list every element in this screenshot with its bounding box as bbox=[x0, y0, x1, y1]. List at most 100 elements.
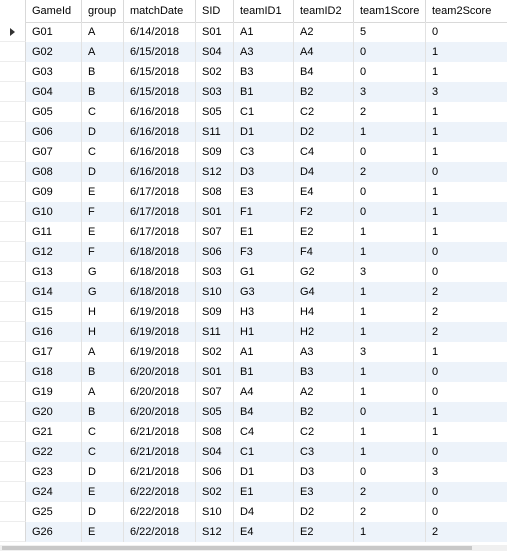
cell-teamid1[interactable]: B4 bbox=[234, 402, 294, 422]
cell-teamid1[interactable]: G3 bbox=[234, 282, 294, 302]
row-header[interactable] bbox=[0, 62, 26, 82]
cell-team2score[interactable]: 0 bbox=[432, 366, 439, 378]
cell-teamid2[interactable]: C3 bbox=[294, 442, 354, 462]
cell-team1score[interactable]: 0 bbox=[354, 42, 426, 62]
cell-matchdate[interactable]: 6/14/2018 bbox=[124, 22, 196, 42]
table-row[interactable]: G10 F 6/17/2018 S01 F1 F2 0 1 bbox=[0, 202, 507, 222]
cell-gameid[interactable]: G13 bbox=[26, 262, 82, 282]
cell-team2score[interactable]: 0 bbox=[432, 506, 439, 518]
table-row[interactable]: G20 B 6/20/2018 S05 B4 B2 0 1 bbox=[0, 402, 507, 422]
cell-teamid2[interactable]: D3 bbox=[294, 462, 354, 482]
cell-group[interactable]: D bbox=[82, 162, 124, 182]
cell-group[interactable]: B bbox=[82, 62, 124, 82]
cell-matchdate[interactable]: 6/15/2018 bbox=[124, 62, 196, 82]
table-row[interactable]: G26 E 6/22/2018 S12 E4 E2 1 2 bbox=[0, 522, 507, 542]
cell-teamid1[interactable]: C1 bbox=[234, 102, 294, 122]
cell-teamid1[interactable]: H3 bbox=[234, 302, 294, 322]
row-header[interactable] bbox=[0, 122, 26, 142]
cell-team1score[interactable]: 2 bbox=[354, 502, 426, 522]
cell-team1score[interactable]: 1 bbox=[354, 242, 426, 262]
horizontal-scrollbar[interactable] bbox=[0, 545, 507, 551]
row-header[interactable] bbox=[0, 442, 26, 462]
cell-sid[interactable]: S02 bbox=[196, 482, 234, 502]
cell-teamid2[interactable]: B3 bbox=[294, 362, 354, 382]
cell-team1score[interactable]: 1 bbox=[354, 362, 426, 382]
table-row[interactable]: G23 D 6/21/2018 S06 D1 D3 0 3 bbox=[0, 462, 507, 482]
cell-gameid[interactable]: G15 bbox=[26, 302, 82, 322]
cell-matchdate[interactable]: 6/21/2018 bbox=[124, 422, 196, 442]
cell-matchdate[interactable]: 6/15/2018 bbox=[124, 82, 196, 102]
column-header-gameid[interactable]: GameId bbox=[26, 0, 82, 22]
cell-sid[interactable]: S06 bbox=[196, 242, 234, 262]
cell-team2score[interactable]: 0 bbox=[432, 386, 439, 398]
table-row[interactable]: G13 G 6/18/2018 S03 G1 G2 3 0 bbox=[0, 262, 507, 282]
column-header-teamid2[interactable]: teamID2 bbox=[294, 0, 354, 22]
cell-gameid[interactable]: G07 bbox=[26, 142, 82, 162]
cell-matchdate[interactable]: 6/16/2018 bbox=[124, 122, 196, 142]
cell-teamid2[interactable]: G4 bbox=[294, 282, 354, 302]
cell-matchdate[interactable]: 6/15/2018 bbox=[124, 42, 196, 62]
cell-team1score[interactable]: 1 bbox=[354, 322, 426, 342]
cell-matchdate[interactable]: 6/16/2018 bbox=[124, 162, 196, 182]
cell-gameid[interactable]: G11 bbox=[26, 222, 82, 242]
cell-teamid2[interactable]: C4 bbox=[294, 142, 354, 162]
cell-sid[interactable]: S02 bbox=[196, 342, 234, 362]
table-row[interactable]: G03 B 6/15/2018 S02 B3 B4 0 1 bbox=[0, 62, 507, 82]
cell-team2score[interactable]: 1 bbox=[432, 126, 439, 138]
cell-team1score[interactable]: 3 bbox=[354, 262, 426, 282]
cell-team1score[interactable]: 1 bbox=[354, 442, 426, 462]
cell-teamid2[interactable]: A3 bbox=[294, 342, 354, 362]
row-header[interactable] bbox=[0, 242, 26, 262]
scrollbar-thumb[interactable] bbox=[2, 546, 472, 550]
cell-teamid2[interactable]: F4 bbox=[294, 242, 354, 262]
cell-sid[interactable]: S03 bbox=[196, 262, 234, 282]
cell-teamid1[interactable]: D4 bbox=[234, 502, 294, 522]
cell-teamid1[interactable]: D1 bbox=[234, 122, 294, 142]
table-row[interactable]: G17 A 6/19/2018 S02 A1 A3 3 1 bbox=[0, 342, 507, 362]
cell-teamid1[interactable]: G1 bbox=[234, 262, 294, 282]
cell-team2score[interactable]: 2 bbox=[432, 326, 439, 338]
cell-matchdate[interactable]: 6/17/2018 bbox=[124, 202, 196, 222]
cell-sid[interactable]: S12 bbox=[196, 522, 234, 542]
cell-gameid[interactable]: G10 bbox=[26, 202, 82, 222]
cell-teamid1[interactable]: C3 bbox=[234, 142, 294, 162]
cell-matchdate[interactable]: 6/21/2018 bbox=[124, 442, 196, 462]
cell-sid[interactable]: S01 bbox=[196, 22, 234, 42]
row-header[interactable] bbox=[0, 362, 26, 382]
cell-team1score[interactable]: 1 bbox=[354, 382, 426, 402]
cell-teamid2[interactable]: H4 bbox=[294, 302, 354, 322]
cell-teamid2[interactable]: D2 bbox=[294, 122, 354, 142]
cell-teamid1[interactable]: C4 bbox=[234, 422, 294, 442]
cell-matchdate[interactable]: 6/21/2018 bbox=[124, 462, 196, 482]
cell-group[interactable]: G bbox=[82, 282, 124, 302]
cell-matchdate[interactable]: 6/18/2018 bbox=[124, 262, 196, 282]
cell-gameid[interactable]: G24 bbox=[26, 482, 82, 502]
cell-team1score[interactable]: 3 bbox=[354, 342, 426, 362]
cell-sid[interactable]: S09 bbox=[196, 142, 234, 162]
column-header-sid[interactable]: SID bbox=[196, 0, 234, 22]
cell-team2score[interactable]: 1 bbox=[432, 186, 439, 198]
cell-group[interactable]: E bbox=[82, 222, 124, 242]
cell-gameid[interactable]: G26 bbox=[26, 522, 82, 542]
table-row[interactable]: G14 G 6/18/2018 S10 G3 G4 1 2 bbox=[0, 282, 507, 302]
cell-team2score[interactable]: 0 bbox=[432, 26, 439, 38]
cell-sid[interactable]: S02 bbox=[196, 62, 234, 82]
cell-matchdate[interactable]: 6/18/2018 bbox=[124, 242, 196, 262]
cell-sid[interactable]: S05 bbox=[196, 102, 234, 122]
cell-matchdate[interactable]: 6/22/2018 bbox=[124, 522, 196, 542]
row-header[interactable] bbox=[0, 402, 26, 422]
cell-group[interactable]: A bbox=[82, 382, 124, 402]
cell-team1score[interactable]: 2 bbox=[354, 102, 426, 122]
cell-matchdate[interactable]: 6/16/2018 bbox=[124, 102, 196, 122]
row-header[interactable] bbox=[0, 302, 26, 322]
table-row[interactable]: G02 A 6/15/2018 S04 A3 A4 0 1 bbox=[0, 42, 507, 62]
cell-group[interactable]: B bbox=[82, 362, 124, 382]
row-header[interactable] bbox=[0, 162, 26, 182]
row-header[interactable] bbox=[0, 202, 26, 222]
column-header-teamid1[interactable]: teamID1 bbox=[234, 0, 294, 22]
row-header[interactable] bbox=[0, 22, 26, 42]
cell-team2score[interactable]: 2 bbox=[432, 526, 439, 538]
row-header[interactable] bbox=[0, 142, 26, 162]
cell-gameid[interactable]: G14 bbox=[26, 282, 82, 302]
cell-gameid[interactable]: G16 bbox=[26, 322, 82, 342]
